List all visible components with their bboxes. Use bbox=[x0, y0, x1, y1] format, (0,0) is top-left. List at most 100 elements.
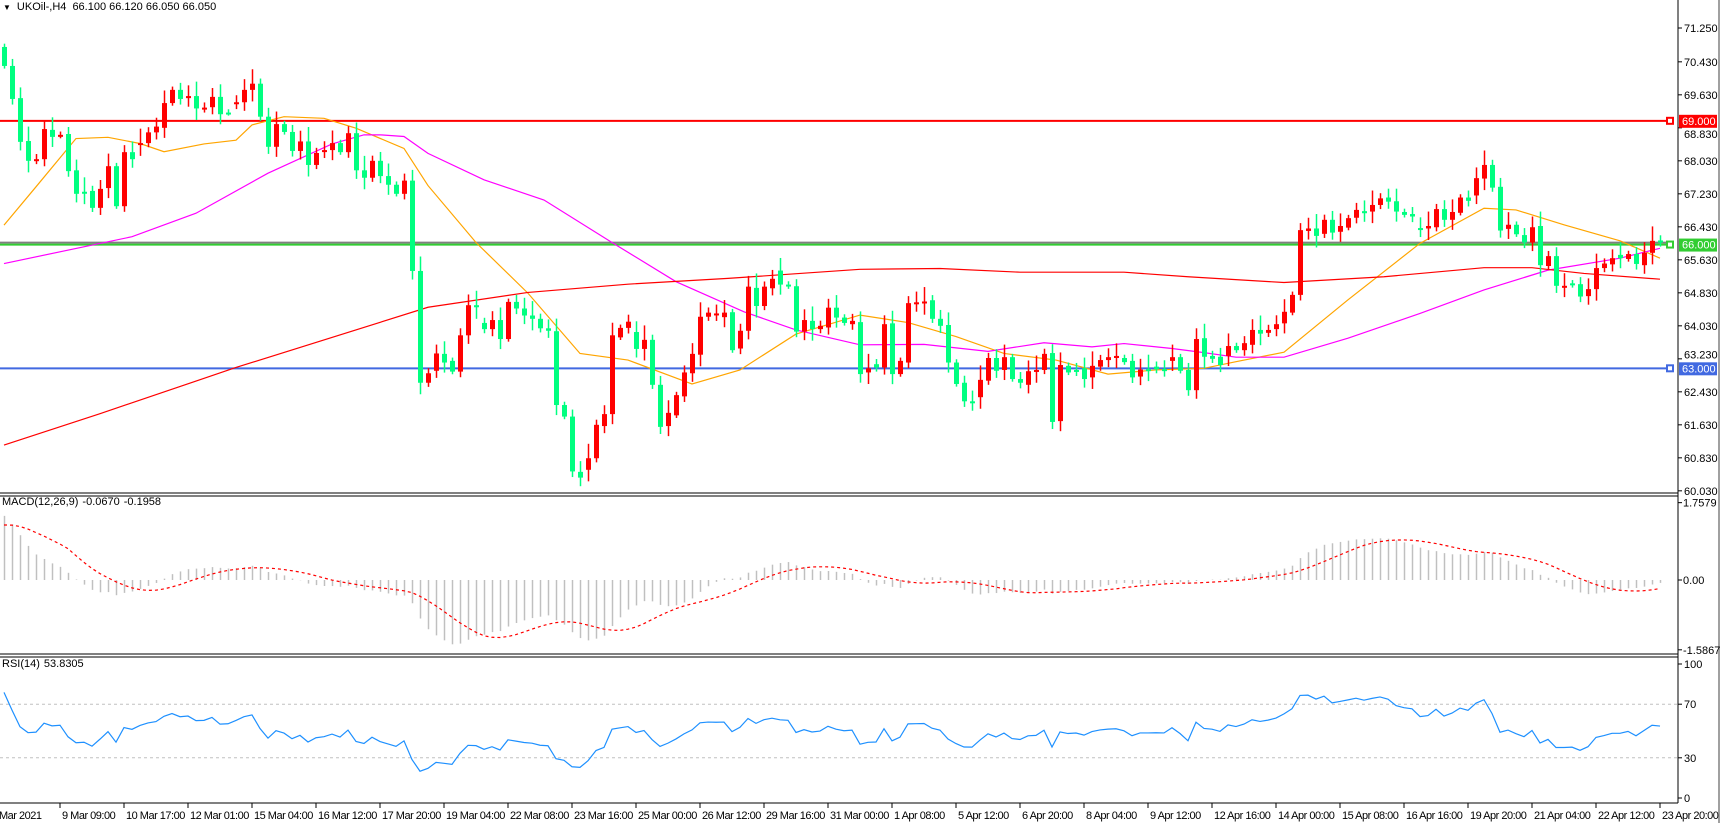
candle bbox=[810, 306, 815, 341]
candle bbox=[930, 295, 935, 323]
candle bbox=[1482, 150, 1487, 191]
candle-body bbox=[226, 112, 231, 115]
candle bbox=[1578, 277, 1583, 303]
candle bbox=[1106, 348, 1111, 368]
candle bbox=[1162, 360, 1167, 377]
candle-body bbox=[1418, 228, 1423, 231]
candle-body bbox=[442, 353, 447, 363]
candle bbox=[82, 177, 87, 205]
candle-body bbox=[1314, 228, 1319, 236]
candle-body bbox=[698, 316, 703, 355]
candle-body bbox=[1106, 357, 1111, 361]
candle bbox=[538, 313, 543, 333]
candle bbox=[1098, 354, 1103, 371]
price-axis-label: 68.030 bbox=[1684, 156, 1718, 168]
candle-body bbox=[986, 358, 991, 381]
candle bbox=[818, 320, 823, 334]
candle-body bbox=[354, 133, 359, 171]
candle-body bbox=[154, 126, 159, 133]
candle-body bbox=[1434, 209, 1439, 228]
macd-signal-line bbox=[3, 524, 1661, 639]
candle-body bbox=[1018, 379, 1023, 383]
level-line-handle[interactable] bbox=[1666, 116, 1674, 125]
candle bbox=[866, 353, 871, 384]
candle-body bbox=[322, 150, 327, 153]
candle bbox=[610, 322, 615, 425]
candle-body bbox=[1562, 285, 1567, 288]
candle-body bbox=[962, 382, 967, 402]
candle bbox=[130, 141, 135, 168]
macd-axis-label: 1.7579 bbox=[1683, 498, 1717, 510]
candle bbox=[1226, 333, 1231, 367]
level-line-handle[interactable] bbox=[1666, 240, 1674, 249]
candle-body bbox=[594, 424, 599, 459]
candle-body bbox=[1170, 357, 1175, 361]
candle-body bbox=[1074, 369, 1079, 372]
candle bbox=[386, 163, 391, 195]
level-price-label: 66.000 bbox=[1682, 240, 1716, 252]
candle bbox=[786, 281, 791, 289]
candle bbox=[1282, 299, 1287, 334]
time-axis-label: 15 Mar 04:00 bbox=[254, 810, 313, 822]
candle bbox=[762, 281, 767, 311]
candle bbox=[1642, 242, 1647, 274]
candle-body bbox=[202, 107, 207, 110]
candle bbox=[1418, 217, 1423, 238]
candle-body bbox=[282, 124, 287, 132]
ohlc-values: 66.100 66.120 66.050 66.050 bbox=[72, 1, 217, 13]
candle-body bbox=[874, 364, 879, 368]
candle bbox=[1242, 336, 1247, 356]
candle bbox=[1026, 360, 1031, 394]
price-axis-label: 66.430 bbox=[1684, 222, 1718, 234]
candle-body bbox=[994, 358, 999, 371]
candle bbox=[746, 275, 751, 340]
candle-body bbox=[1554, 256, 1559, 286]
candle bbox=[1314, 214, 1319, 248]
candle-body bbox=[946, 325, 951, 363]
triangle-down-icon[interactable]: ▼ bbox=[3, 2, 11, 12]
candle-body bbox=[842, 317, 847, 323]
candle bbox=[1594, 253, 1599, 301]
candle bbox=[1178, 353, 1183, 374]
candle-body bbox=[818, 325, 823, 330]
candle bbox=[1346, 214, 1351, 231]
candle bbox=[1010, 353, 1015, 382]
candle-body bbox=[690, 353, 695, 374]
candle-body bbox=[10, 65, 15, 99]
candle-body bbox=[658, 384, 663, 427]
price-axis-label: 69.630 bbox=[1684, 90, 1718, 102]
candle bbox=[194, 81, 199, 120]
candle-body bbox=[682, 372, 687, 397]
candle bbox=[1330, 210, 1335, 240]
candle bbox=[890, 310, 895, 385]
chart-header: ▼ UKOil-,H4 66.100 66.120 66.050 66.050 bbox=[3, 1, 216, 13]
candle bbox=[1154, 361, 1159, 374]
candle bbox=[546, 319, 551, 338]
time-axis-label: 25 Mar 00:00 bbox=[638, 810, 697, 822]
candle bbox=[1074, 362, 1079, 376]
level-price-tag bbox=[1679, 238, 1717, 252]
candle-body bbox=[530, 315, 535, 319]
candle-body bbox=[626, 321, 631, 328]
level-line-handle[interactable] bbox=[1666, 364, 1674, 373]
candle bbox=[138, 128, 143, 156]
rsi-axis-label: 30 bbox=[1684, 753, 1696, 765]
candle bbox=[1018, 372, 1023, 389]
candle bbox=[1298, 223, 1303, 301]
candle-body bbox=[1130, 360, 1135, 378]
candle-body bbox=[450, 360, 455, 372]
candle-body bbox=[130, 152, 135, 160]
candle bbox=[474, 290, 479, 319]
candle bbox=[714, 304, 719, 321]
candle-body bbox=[490, 320, 495, 330]
candle-body bbox=[82, 191, 87, 194]
price-axis-label: 68.830 bbox=[1684, 129, 1718, 141]
candle bbox=[1354, 202, 1359, 224]
candle-body bbox=[1482, 164, 1487, 179]
candle bbox=[370, 155, 375, 182]
candle-body bbox=[50, 129, 55, 137]
candle-body bbox=[1570, 283, 1575, 286]
candle bbox=[10, 58, 15, 105]
candle bbox=[1522, 228, 1527, 249]
